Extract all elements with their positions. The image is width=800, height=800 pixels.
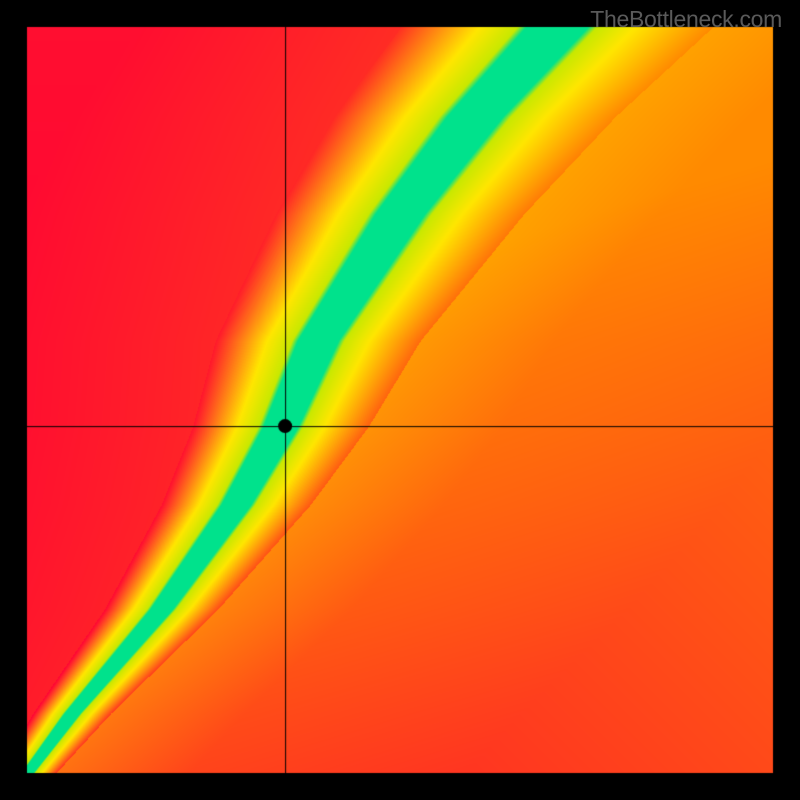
heatmap-canvas bbox=[0, 0, 800, 800]
chart-container: TheBottleneck.com bbox=[0, 0, 800, 800]
